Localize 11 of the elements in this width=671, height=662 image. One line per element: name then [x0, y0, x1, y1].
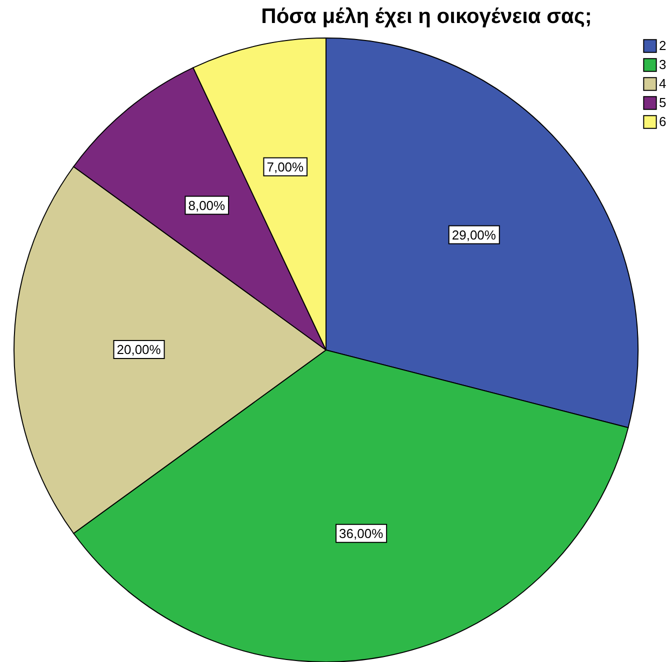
data-label: 36,00% — [339, 526, 384, 541]
data-label: 29,00% — [452, 227, 496, 242]
legend-label: 2 — [659, 38, 666, 53]
legend-label: 4 — [659, 76, 666, 91]
data-label: 7,00% — [266, 159, 304, 174]
data-label: 8,00% — [188, 198, 226, 213]
chart-title: Πόσα μέλη έχει η οικογένεια σας; — [261, 5, 592, 28]
legend-label: 5 — [659, 95, 666, 110]
data-label: 20,00% — [116, 342, 162, 357]
legend-label: 6 — [659, 114, 666, 129]
legend-label: 3 — [659, 57, 666, 72]
